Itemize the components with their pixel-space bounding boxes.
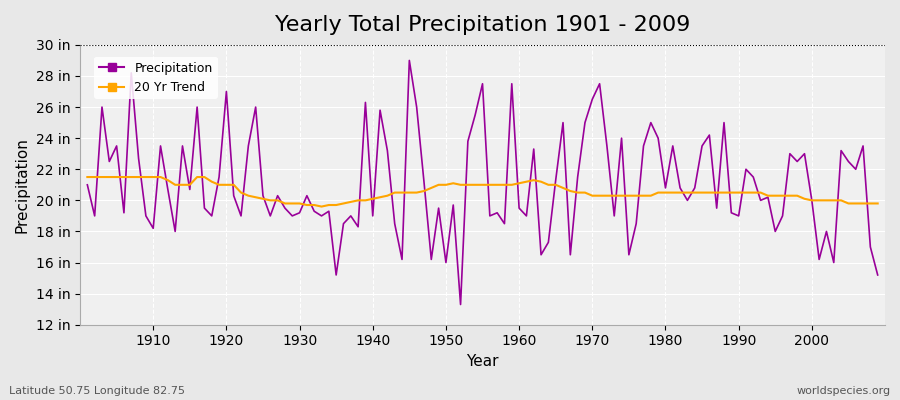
Text: Latitude 50.75 Longitude 82.75: Latitude 50.75 Longitude 82.75 xyxy=(9,386,185,396)
Legend: Precipitation, 20 Yr Trend: Precipitation, 20 Yr Trend xyxy=(94,57,218,99)
Text: worldspecies.org: worldspecies.org xyxy=(796,386,891,396)
Title: Yearly Total Precipitation 1901 - 2009: Yearly Total Precipitation 1901 - 2009 xyxy=(274,15,690,35)
X-axis label: Year: Year xyxy=(466,354,499,369)
Y-axis label: Precipitation: Precipitation xyxy=(15,137,30,233)
